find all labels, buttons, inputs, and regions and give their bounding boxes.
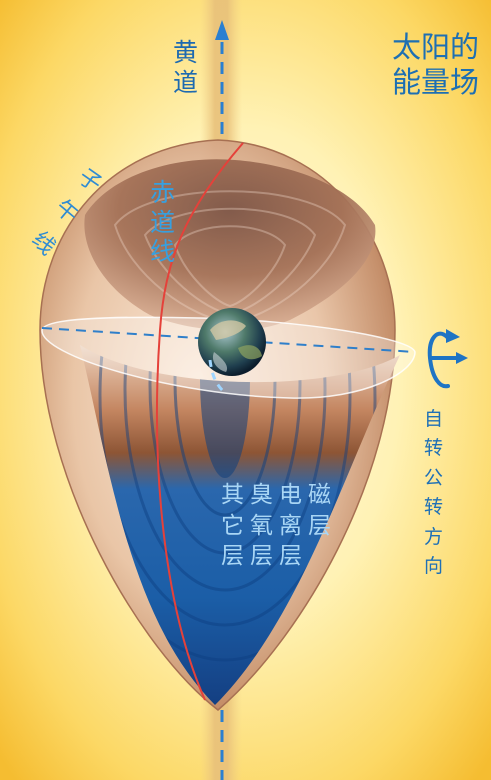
- layer-char: 电: [279, 482, 302, 508]
- equator-dashed-line: [41, 327, 416, 353]
- title-line-1: 太阳的: [391, 30, 479, 64]
- ecliptic-char: 道: [173, 67, 199, 97]
- layer-ionosphere: 电 离 层: [279, 480, 302, 572]
- equator-char: 线: [150, 237, 176, 266]
- title-line-2: 能量场: [391, 64, 479, 99]
- layer-char: 层: [279, 543, 302, 570]
- ecliptic-label: 黄 道: [173, 38, 198, 97]
- rotation-char: 方: [424, 525, 444, 548]
- layer-char: 层: [308, 512, 331, 539]
- layer-magnetosphere: 磁 层: [308, 480, 331, 572]
- upper-cup: [84, 159, 376, 330]
- equator-char: 道: [150, 207, 176, 237]
- earth-axis: [208, 359, 226, 394]
- ecliptic-char: 黄: [173, 38, 199, 67]
- layer-other: 其 它 层: [221, 480, 244, 572]
- rotation-char: 转: [424, 437, 444, 460]
- layer-char: 离: [279, 512, 302, 539]
- rotation-char: 自: [424, 408, 444, 430]
- rotation-char: 向: [424, 555, 444, 578]
- layer-char: 磁: [308, 482, 331, 508]
- layer-char: 臭: [250, 482, 273, 508]
- layer-char: 层: [250, 543, 273, 570]
- equator-char: 赤: [150, 178, 176, 207]
- layer-char: 层: [221, 543, 244, 570]
- earth-icon: [198, 308, 266, 376]
- layer-char: 氧: [250, 512, 273, 539]
- rotation-arrow-icon: [427, 331, 460, 389]
- layer-char: 其: [221, 482, 244, 508]
- cup-rings: [113, 190, 347, 324]
- layer-char: 它: [221, 512, 244, 539]
- lower-atmosphere-body: [80, 345, 400, 705]
- layer-ozone: 臭 氧 层: [250, 480, 273, 572]
- rotation-char: 转: [424, 496, 444, 519]
- meridian-line: [156, 142, 244, 701]
- page-title: 太阳的 能量场: [392, 30, 479, 100]
- ecliptic-arrow-icon: [215, 20, 229, 40]
- layer-labels: 磁 层 电 离 层 臭 氧 层 其 它 层: [221, 480, 331, 572]
- rotation-direction-label: 自 转 公 转 方 向: [424, 405, 443, 582]
- equator-label: 赤 道 线: [150, 178, 175, 267]
- rotation-char: 公: [424, 466, 444, 489]
